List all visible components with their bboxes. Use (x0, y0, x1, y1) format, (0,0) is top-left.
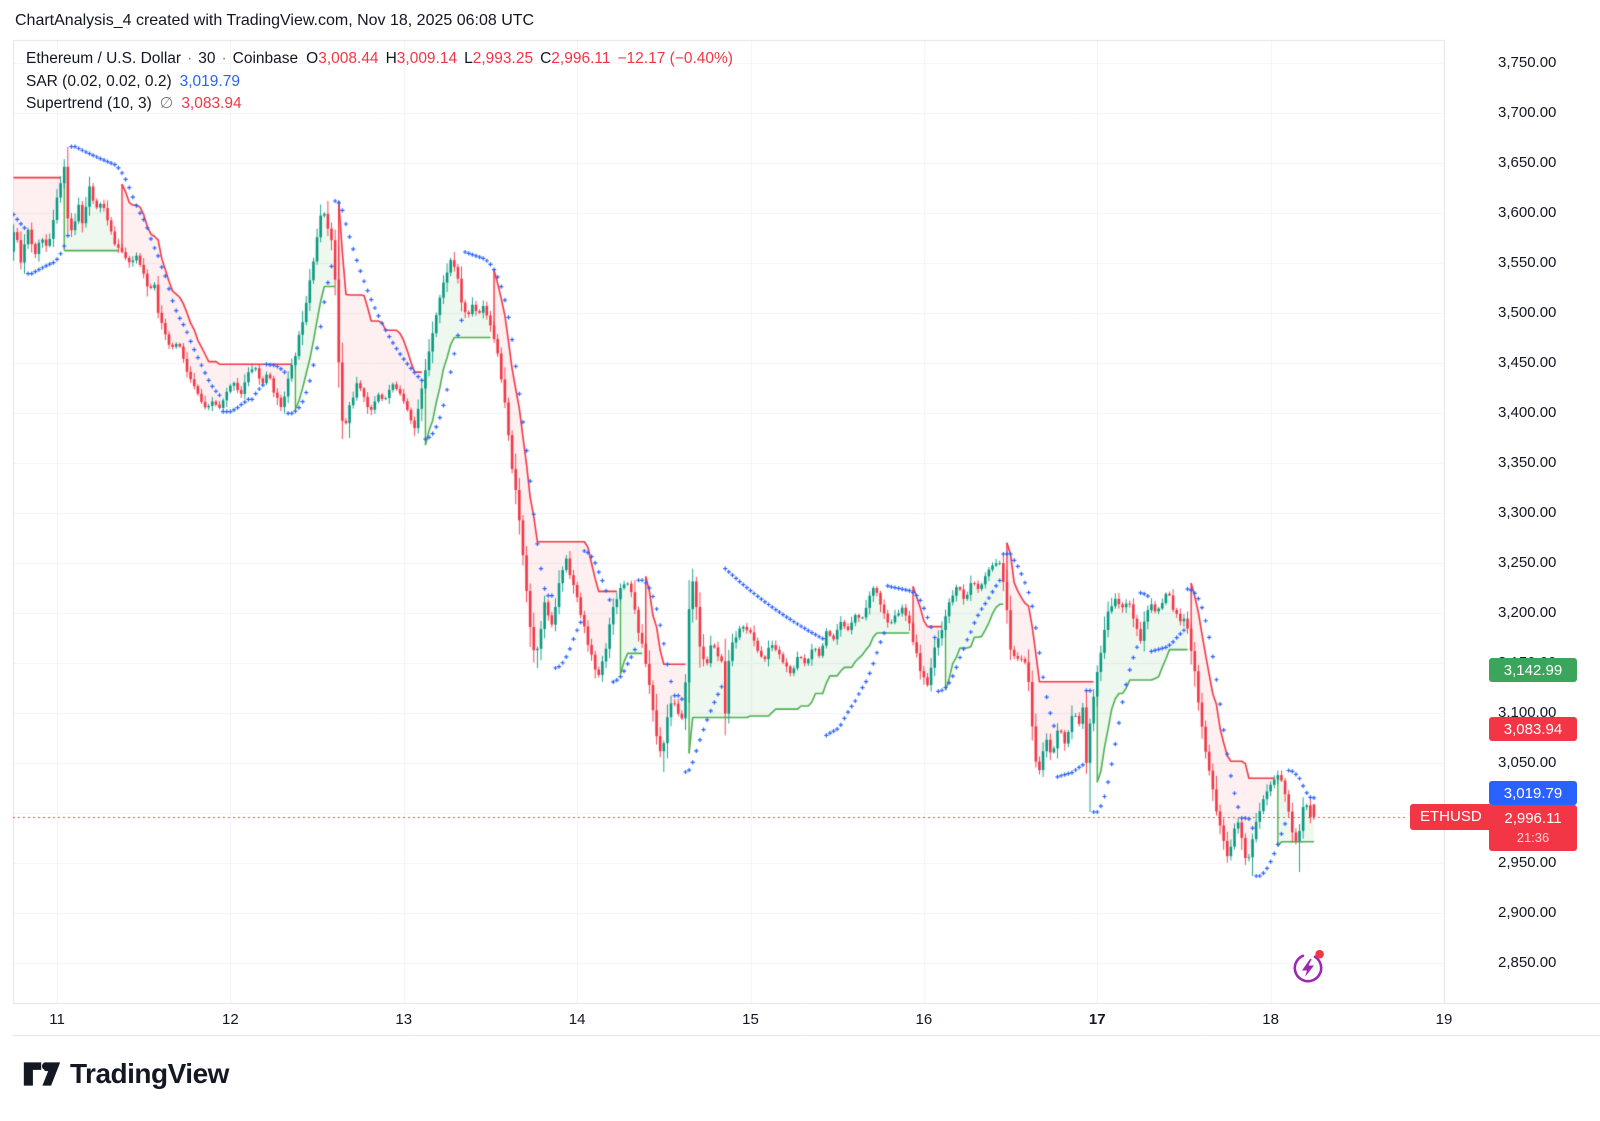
price-axis-label: 3,050.00 (1498, 754, 1557, 771)
low-value: 2,993.25 (472, 50, 534, 67)
supertrend-up-level-badge: 3,142.99 (1489, 658, 1577, 682)
sar-value: 3,019.79 (179, 72, 240, 90)
price-axis-label: 3,100.00 (1498, 704, 1557, 721)
time-axis-label-17: 17 (1088, 1011, 1106, 1028)
bar-countdown: 21:36 (1516, 829, 1550, 845)
time-axis-label-15: 15 (742, 1011, 759, 1028)
price-axis-label: 3,200.00 (1498, 604, 1557, 621)
change-value: −12.17 (−0.40%) (617, 50, 733, 67)
symbol-price-label: ETHUSD (1410, 803, 1492, 830)
price-axis-label: 3,550.00 (1498, 254, 1557, 271)
tradingview-mark-icon (23, 1062, 61, 1086)
price-axis-label: 2,900.00 (1498, 904, 1557, 921)
price-axis-label: 3,250.00 (1498, 554, 1557, 571)
legend-symbol-row[interactable]: Ethereum / U.S. Dollar · 30 · Coinbase O… (26, 48, 733, 71)
last-price-badge: 2,996.11 21:36 (1489, 804, 1577, 851)
high-value: 3,009.14 (396, 50, 458, 67)
ohlc-values: O3,008.44 H3,009.14 L2,993.25 C2,996.11 … (306, 48, 733, 71)
tradingview-logo[interactable]: TradingView (23, 1058, 229, 1090)
price-axis-label: 3,400.00 (1498, 404, 1557, 421)
price-axis-label: 3,450.00 (1498, 354, 1557, 371)
supertrend-label: Supertrend (10, 3) (26, 95, 152, 112)
time-axis-label-14: 14 (568, 1011, 586, 1028)
sar-level-badge: 3,019.79 (1489, 781, 1577, 806)
legend-supertrend-row[interactable]: Supertrend (10, 3) ∅ 3,083.94 (26, 93, 733, 116)
time-axis-label-13: 13 (395, 1011, 413, 1028)
sar-label: SAR (0.02, 0.02, 0.2) (26, 72, 172, 90)
price-axis-label: 3,350.00 (1498, 454, 1557, 471)
notification-dot (1315, 949, 1324, 959)
legend-sar-row[interactable]: SAR (0.02, 0.02, 0.2) 3,019.79 (26, 71, 733, 94)
time-axis-label-12: 12 (222, 1011, 239, 1028)
price-axis-label: 3,700.00 (1498, 104, 1557, 121)
chart-legend: Ethereum / U.S. Dollar · 30 · Coinbase O… (26, 48, 733, 116)
symbol-exchange: Coinbase (232, 50, 299, 67)
time-axis-label-11: 11 (49, 1011, 65, 1028)
brand-name: TradingView (70, 1058, 229, 1089)
price-axis-label: 2,850.00 (1498, 954, 1557, 971)
close-value: 2,996.11 (551, 50, 611, 67)
symbol-interval: 30 (198, 50, 216, 67)
price-axis-label: 3,600.00 (1498, 204, 1557, 221)
lightning-bolt-icon (1302, 959, 1314, 977)
last-price-value: 2,996.11 (1504, 809, 1562, 827)
time-axis-label-16: 16 (915, 1011, 933, 1028)
time-axis-label-18: 18 (1262, 1011, 1279, 1028)
price-axis-label: 3,500.00 (1498, 304, 1557, 321)
price-axis-label: 3,750.00 (1498, 54, 1557, 71)
price-axis-label: 3,650.00 (1498, 154, 1557, 171)
price-axis-label: 3,300.00 (1498, 504, 1557, 521)
price-axis-label: 2,950.00 (1498, 854, 1557, 871)
open-value: 3,008.44 (318, 50, 379, 67)
page-title: ChartAnalysis_4 created with TradingView… (15, 12, 535, 29)
time-axis-label-19: 19 (1435, 1011, 1453, 1028)
lightning-button[interactable] (1288, 946, 1328, 986)
supertrend-value: 3,083.94 (181, 95, 242, 112)
average-icon: ∅ (159, 95, 174, 112)
supertrend-down-level-badge: 3,083.94 (1489, 717, 1577, 742)
symbol-name: Ethereum / U.S. Dollar (26, 50, 182, 67)
